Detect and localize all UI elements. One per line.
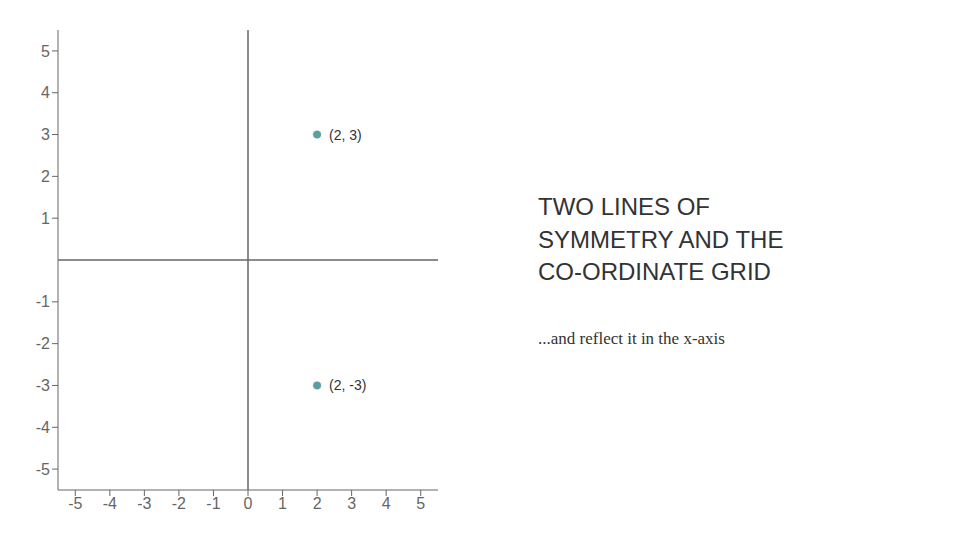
svg-text:1: 1 bbox=[278, 495, 287, 512]
svg-text:-3: -3 bbox=[137, 495, 151, 512]
svg-text:(2, 3): (2, 3) bbox=[329, 127, 362, 143]
html-text:TWO LINES OF SYMMETRY AND THE: TWO LINES OF SYMMETRY AND THE CO-ORDINAT… bbox=[538, 193, 784, 286]
svg-text:3: 3 bbox=[347, 495, 356, 512]
svg-text:-5: -5 bbox=[36, 461, 50, 478]
html-text:...and reflect it in the x-axi: ...and reflect it in the x-axis bbox=[538, 328, 725, 348]
svg-text:-2: -2 bbox=[36, 335, 50, 352]
svg-text:-4: -4 bbox=[36, 419, 50, 436]
svg-text:5: 5 bbox=[41, 43, 50, 60]
svg-text:(2, -3): (2, -3) bbox=[329, 377, 366, 393]
svg-text:2: 2 bbox=[313, 495, 322, 512]
svg-text:2: 2 bbox=[41, 168, 50, 185]
svg-text:-5: -5 bbox=[68, 495, 82, 512]
svg-text:-1: -1 bbox=[206, 495, 220, 512]
svg-text:-3: -3 bbox=[36, 377, 50, 394]
svg-text:0: 0 bbox=[244, 495, 253, 512]
svg-text:4: 4 bbox=[382, 495, 391, 512]
svg-text:1: 1 bbox=[41, 210, 50, 227]
svg-text:-4: -4 bbox=[103, 495, 117, 512]
svg-text:5: 5 bbox=[416, 495, 425, 512]
svg-text:-2: -2 bbox=[172, 495, 186, 512]
svg-text:3: 3 bbox=[41, 126, 50, 143]
svg-text:-1: -1 bbox=[36, 293, 50, 310]
svg-text:4: 4 bbox=[41, 84, 50, 101]
